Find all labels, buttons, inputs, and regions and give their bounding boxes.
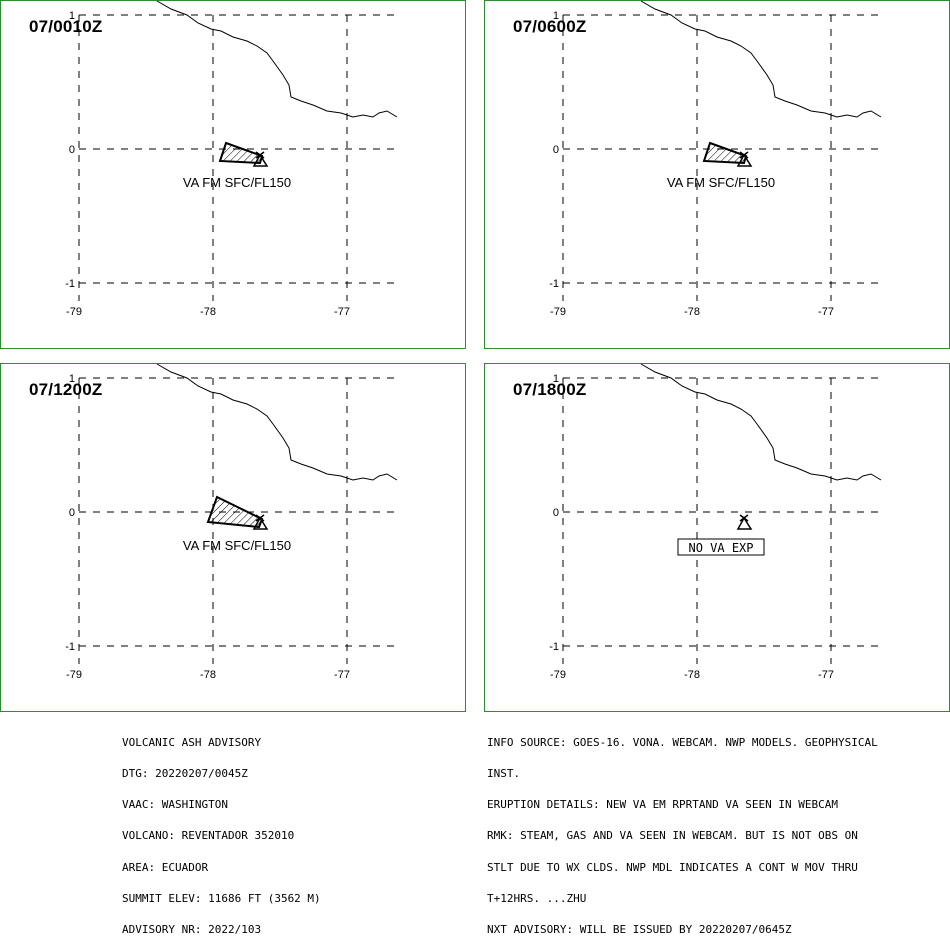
ash-cloud-polygon (218, 141, 264, 165)
advisory-details-text: INFO SOURCE: GOES-16. VONA. WEBCAM. NWP … (487, 717, 878, 946)
panel-time-label: 07/1200Z (29, 380, 103, 399)
panel-time-label: 07/1800Z (513, 380, 587, 399)
longitude-tick-label: -78 (684, 306, 700, 318)
latitude-tick-label: -1 (65, 641, 75, 653)
longitude-tick-label: -78 (200, 306, 216, 318)
advisory-line: AREA: ECUADOR (122, 860, 209, 874)
longitude-tick-label: -77 (818, 669, 834, 681)
panel-time-label: 07/0010Z (29, 17, 103, 36)
ash-altitude-label: VA FM SFC/FL150 (183, 175, 291, 190)
ash-cloud-polygon (702, 141, 748, 165)
latitude-tick-label: 0 (69, 144, 75, 156)
border-line (156, 363, 398, 481)
advisory-line: STLT DUE TO WX CLDS. NWP MDL INDICATES A… (487, 860, 858, 874)
ash-cloud-polygon (206, 495, 264, 529)
border-line (640, 363, 882, 481)
latitude-tick-label: 1 (69, 373, 75, 385)
advisory-line: SUMMIT ELEV: 11686 FT (3562 M) (122, 891, 321, 905)
advisory-line: VAAC: WASHINGTON (122, 798, 228, 812)
advisory-line: ADVISORY NR: 2022/103 (122, 923, 262, 937)
ash-altitude-label: VA FM SFC/FL150 (667, 175, 775, 190)
ash-altitude-label: VA FM SFC/FL150 (183, 538, 291, 553)
border-line (640, 0, 882, 118)
advisory-line: VOLCANIC ASH ADVISORY (122, 735, 262, 749)
map-canvas: -79 -78 -77 1 0 -1 VA FM SFC/FL150 (65, 0, 398, 318)
longitude-tick-label: -79 (550, 669, 566, 681)
latitude-tick-label: 1 (69, 10, 75, 22)
longitude-tick-label: -77 (334, 306, 350, 318)
longitude-tick-label: -77 (818, 306, 834, 318)
longitude-tick-label: -79 (550, 306, 566, 318)
map-canvas: -79 -78 -77 1 0 -1 VA FM SFC/FL150 (549, 0, 882, 318)
volcano-icon (736, 516, 753, 530)
longitude-tick-label: -78 (200, 669, 216, 681)
map-canvas: -79 -78 -77 1 0 -1 NO VA EXP (549, 363, 882, 681)
advisory-header-text: VOLCANIC ASH ADVISORY DTG: 20220207/0045… (122, 717, 321, 946)
border-line (156, 0, 398, 118)
longitude-tick-label: -79 (66, 669, 82, 681)
advisory-line: DTG: 20220207/0045Z (122, 767, 248, 781)
forecast-panel-0600z: -79 -78 -77 1 0 -1 VA FM SFC/FL150 07/0600Z (484, 0, 950, 349)
advisory-line: VOLCANO: REVENTADOR 352010 (122, 829, 295, 843)
map-canvas: -79 -78 -77 1 0 -1 VA FM SFC/FL150 (65, 363, 398, 681)
no-ash-box (677, 538, 765, 556)
forecast-panel-0010z: -79 -78 -77 1 0 -1 VA FM SFC/FL150 07/0010Z (0, 0, 466, 349)
latitude-tick-label: 1 (553, 373, 559, 385)
advisory-line: ERUPTION DETAILS: NEW VA EM RPRTAND VA S… (487, 798, 838, 812)
no-ash-label: NO VA EXP (688, 541, 753, 555)
latitude-tick-label: 1 (553, 10, 559, 22)
advisory-line: T+12HRS. ...ZHU (487, 891, 587, 905)
panel-time-label: 07/0600Z (513, 17, 587, 36)
advisory-line: NXT ADVISORY: WILL BE ISSUED BY 20220207… (487, 923, 792, 937)
latitude-tick-label: -1 (549, 278, 559, 290)
latitude-tick-label: -1 (65, 278, 75, 290)
advisory-line: RMK: STEAM, GAS AND VA SEEN IN WEBCAM. B… (487, 829, 858, 843)
forecast-panel-1800z: -79 -78 -77 1 0 -1 NO VA EXP 07/1800Z (484, 363, 950, 712)
volcano-mark (739, 514, 749, 522)
latitude-tick-label: 0 (553, 507, 559, 519)
longitude-tick-label: -77 (334, 669, 350, 681)
forecast-panel-1200z: -79 -78 -77 1 0 -1 VA FM SFC/FL150 07/1200Z (0, 363, 466, 712)
longitude-tick-label: -79 (66, 306, 82, 318)
longitude-tick-label: -78 (684, 669, 700, 681)
advisory-line: INFO SOURCE: GOES-16. VONA. WEBCAM. NWP … (487, 735, 878, 749)
advisory-line: INST. (487, 767, 521, 781)
latitude-tick-label: 0 (553, 144, 559, 156)
latitude-tick-label: -1 (549, 641, 559, 653)
latitude-tick-label: 0 (69, 507, 75, 519)
